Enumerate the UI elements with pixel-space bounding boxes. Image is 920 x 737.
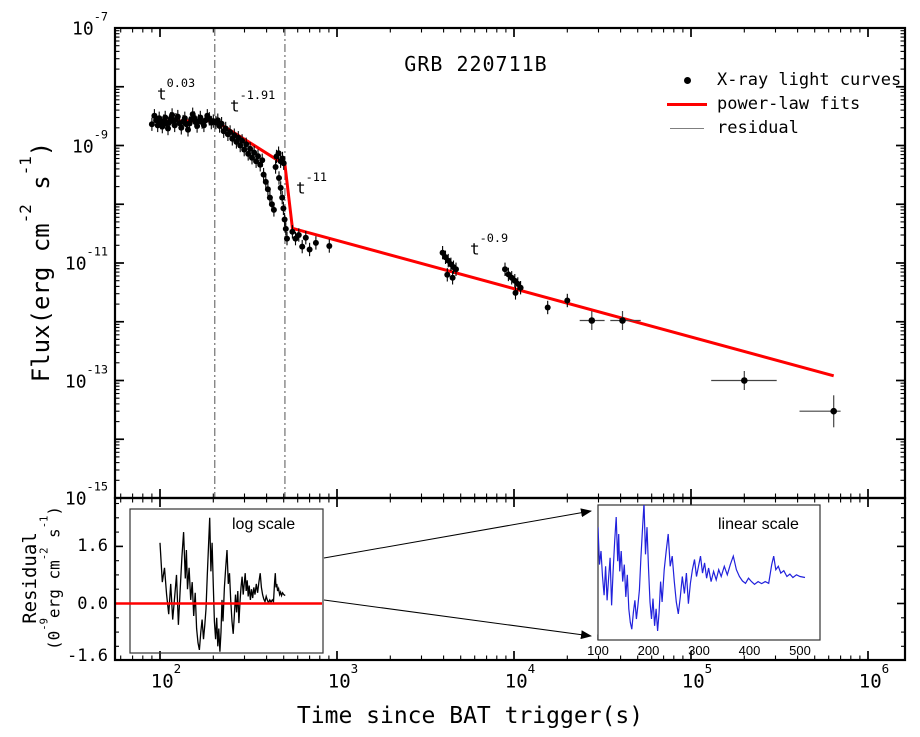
legend-label: power-law fits <box>717 94 861 114</box>
data-point <box>299 243 306 250</box>
light-curve-points <box>148 107 841 428</box>
data-point <box>453 266 459 273</box>
red-line-icon <box>667 102 707 106</box>
legend-item-residual: residual <box>663 116 901 140</box>
data-point <box>276 175 282 181</box>
data-point <box>502 266 508 273</box>
chart-title: GRB 220711B <box>404 52 548 76</box>
data-point <box>259 157 266 164</box>
data-point <box>280 205 287 212</box>
legend-label: X-ray light curves <box>717 70 902 90</box>
data-point <box>165 125 171 132</box>
data-point <box>222 125 229 132</box>
data-point <box>227 129 234 135</box>
data-point <box>279 194 286 201</box>
data-point <box>512 289 519 296</box>
data-point <box>449 274 456 281</box>
y-axis-title: Flux(erg cm-2 s-1) <box>16 141 55 383</box>
data-point <box>239 137 246 144</box>
data-point-late <box>588 317 596 324</box>
data-point <box>302 234 309 241</box>
data-point <box>251 149 258 156</box>
data-point <box>277 184 284 191</box>
data-point <box>148 121 155 128</box>
data-point <box>295 232 302 238</box>
data-point <box>444 271 451 278</box>
fit-slope-annotation-plateau: t0.03 <box>157 75 196 104</box>
residual-axis-units: (0-9erg cm-2 s-1) <box>38 505 64 651</box>
data-point <box>249 154 255 161</box>
log-scale-box <box>129 508 324 654</box>
black-dot-icon <box>683 76 691 84</box>
data-point <box>439 249 446 256</box>
data-point <box>264 186 271 193</box>
data-point <box>281 216 288 223</box>
data-point <box>544 304 551 311</box>
data-point <box>280 160 287 167</box>
legend-marker <box>663 76 711 84</box>
legend-marker <box>663 127 711 129</box>
fit-slope-annotation-late: t-0.9 <box>470 230 509 259</box>
data-point <box>247 145 254 152</box>
data-point <box>326 243 333 249</box>
legend: X-ray light curves power-law fits residu… <box>663 68 901 140</box>
data-point-late <box>741 377 748 384</box>
data-point <box>564 297 571 304</box>
legend-item-data: X-ray light curves <box>663 68 901 92</box>
legend-label: residual <box>717 118 799 138</box>
residual-trace-inset <box>598 505 806 631</box>
data-point <box>270 206 277 213</box>
data-point <box>218 120 225 127</box>
legend-item-fit: power-law fits <box>663 92 901 116</box>
zoom-arrow-top <box>323 508 592 559</box>
data-point <box>260 171 267 178</box>
data-point <box>517 284 524 291</box>
data-point <box>255 153 261 160</box>
data-point-late <box>619 317 626 324</box>
data-point <box>282 225 289 232</box>
data-point <box>243 141 250 148</box>
data-point-late <box>830 407 837 415</box>
residual-trace-log <box>159 517 286 652</box>
gray-line-icon <box>670 127 704 129</box>
data-point <box>284 235 290 242</box>
data-point <box>262 178 269 185</box>
zoom-arrow-bottom <box>323 599 592 640</box>
data-point <box>312 239 319 246</box>
legend-marker <box>663 102 711 106</box>
fit-slope-annotation-decay1: t-1.91 <box>230 87 276 116</box>
data-point <box>272 164 279 170</box>
fit-slope-annotation-steep: t-11 <box>296 169 328 198</box>
data-point <box>169 112 176 118</box>
log-scale-label: log scale <box>232 516 296 533</box>
residual-axis-title: Residual <box>19 532 41 624</box>
data-point <box>306 246 313 253</box>
data-point <box>289 228 296 235</box>
data-point <box>162 114 169 121</box>
residual-panel-frame <box>113 496 907 662</box>
x-axis-title: Time since BAT trigger(s) <box>296 703 644 729</box>
linear-scale-label: linear scale <box>718 516 799 533</box>
